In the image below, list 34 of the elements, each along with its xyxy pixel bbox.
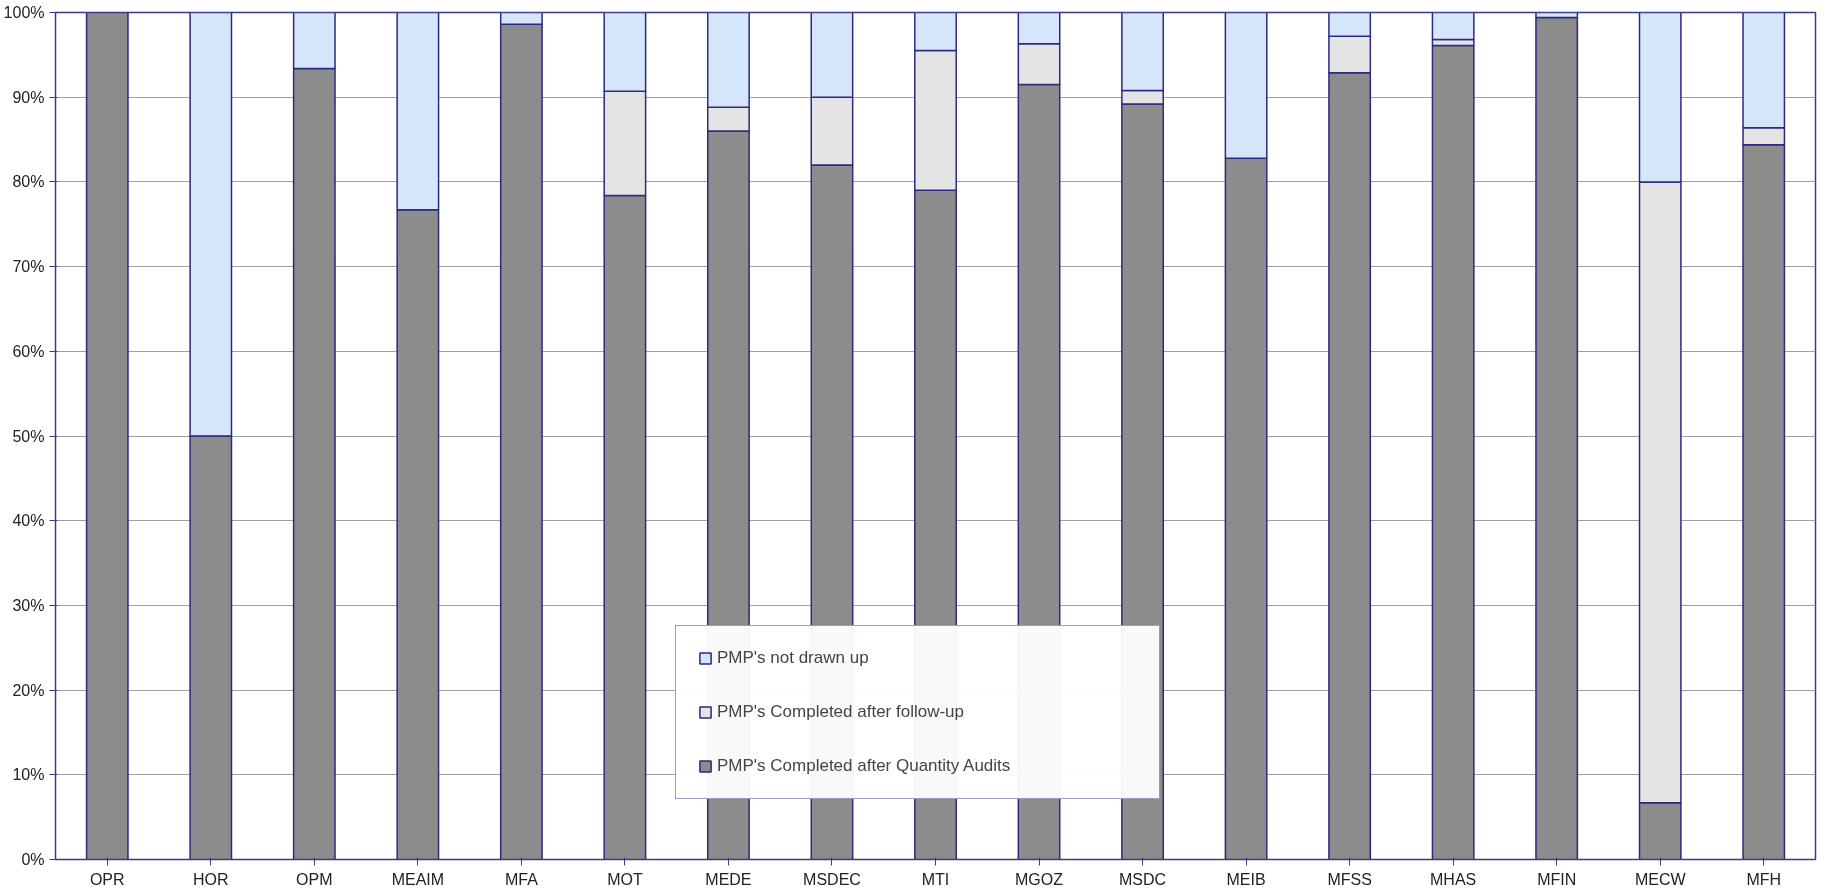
legend-label: PMP's Completed after follow-up (717, 702, 965, 722)
x-tick-label: MHAS (1430, 870, 1477, 888)
x-tick-label: OPM (296, 870, 333, 888)
x-tick-label: MFH (1746, 870, 1782, 888)
y-tick-label: 40% (12, 512, 45, 530)
y-tick-label: 90% (12, 88, 45, 106)
x-tick-label: MTI (921, 870, 950, 888)
x-tick-label: MEIB (1226, 870, 1266, 888)
y-tick-label: 30% (12, 596, 45, 614)
x-tick-label: MEAIM (391, 870, 445, 888)
legend-label: PMP's not drawn up (717, 648, 870, 668)
y-tick-label: 70% (12, 258, 45, 276)
y-tick-label: 100% (3, 4, 45, 21)
x-tick-label: MEDE (705, 870, 752, 888)
x-tick-label: MFSS (1327, 870, 1372, 888)
y-tick-label: 0% (21, 851, 45, 868)
x-tick-label: MFIN (1537, 870, 1577, 888)
y-tick-label: 50% (12, 427, 45, 445)
x-tick-label: MSDC (1119, 870, 1167, 888)
x-tick-label: MGOZ (1015, 870, 1064, 888)
x-tick-label: MECW (1634, 870, 1687, 888)
bar (1431, 44, 1475, 860)
y-tick-label: 80% (12, 173, 45, 191)
y-tick-label: 10% (12, 766, 45, 784)
y-tick-label: 20% (12, 681, 45, 699)
legend-label: PMP's Completed after Quantity Audits (717, 756, 1012, 776)
x-tick-label: OPR (89, 870, 125, 888)
x-tick-label: MSDEC (803, 870, 861, 888)
x-tick-label: HOR (193, 870, 229, 888)
y-tick-label: 60% (12, 342, 45, 360)
x-tick-label: MFA (504, 870, 539, 888)
bar (85, 12, 129, 860)
bar (1535, 16, 1579, 860)
x-tick-label: MOT (607, 870, 643, 888)
